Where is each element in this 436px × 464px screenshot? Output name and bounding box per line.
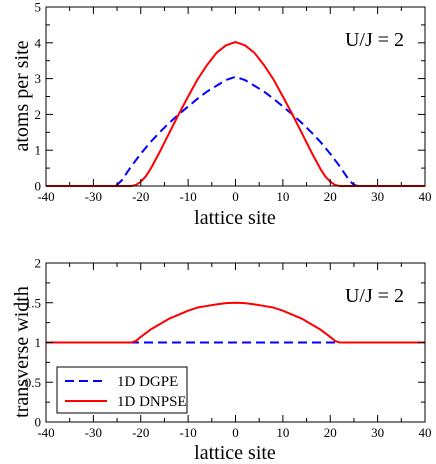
legend-label-1d-dgpe: 1D DGPE (117, 374, 178, 390)
top-y-tick-label: 5 (35, 0, 42, 15)
bottom-x-tick-label: -20 (132, 425, 149, 440)
top-x-tick-label: -40 (37, 189, 54, 204)
top-x-tick-label: 20 (324, 189, 337, 204)
top-x-tick-label: -10 (179, 189, 196, 204)
top-series-1d-dgpe (46, 75, 425, 187)
bottom-x-tick-label: -10 (179, 425, 196, 440)
bottom-annotation: U/J = 2 (345, 285, 404, 307)
bottom-x-tick-label: 30 (371, 425, 384, 440)
top-annotation: U/J = 2 (345, 29, 404, 51)
top-x-tick-label: 0 (232, 189, 239, 204)
top-series-1d-dnpse (46, 41, 425, 187)
top-x-tick-label: -20 (132, 189, 149, 204)
atoms-per-site-panel: atoms per site lattice site U/J = 2 -40 -… (11, 0, 432, 229)
top-x-tick-label: 30 (371, 189, 384, 204)
top-y-axis-title: atoms per site (11, 40, 33, 151)
transverse-width-panel: transverse width lattice site U/J = 2 -4… (11, 256, 432, 464)
bottom-x-tick-label: 20 (324, 425, 337, 440)
top-y-tick-label: 1 (35, 143, 42, 158)
bottom-x-tick-label: 10 (276, 425, 289, 440)
legend-box (56, 366, 188, 414)
bottom-y-tick-label: 2 (35, 256, 42, 271)
top-y-tick-label: 0 (35, 179, 42, 194)
bottom-x-axis-title: lattice site (194, 442, 276, 464)
bottom-x-tick-label: -30 (85, 425, 102, 440)
bottom-y-tick-label: 0.5 (25, 375, 41, 390)
bottom-y-tick-label: 1.5 (25, 295, 41, 310)
bottom-x-tick-label: 40 (419, 425, 432, 440)
top-y-tick-label: 4 (35, 35, 42, 50)
bottom-x-tick-label: -40 (37, 425, 54, 440)
bottom-y-tick-label: 0 (35, 415, 42, 430)
bottom-y-tick-label: 1 (35, 335, 42, 350)
top-y-tick-label: 2 (35, 107, 42, 122)
top-x-tick-label: 40 (419, 189, 432, 204)
top-x-axis-title: lattice site (194, 207, 276, 229)
bottom-series-1d-dnpse (46, 301, 425, 344)
top-x-tick-label: 10 (276, 189, 289, 204)
bottom-x-tick-label: 0 (232, 425, 239, 440)
top-y-tick-label: 3 (35, 71, 42, 86)
legend-label-1d-dnpse: 1D DNPSE (117, 394, 187, 410)
bottom-y-axis-title: transverse width (11, 286, 33, 418)
top-x-tick-label: -30 (85, 189, 102, 204)
